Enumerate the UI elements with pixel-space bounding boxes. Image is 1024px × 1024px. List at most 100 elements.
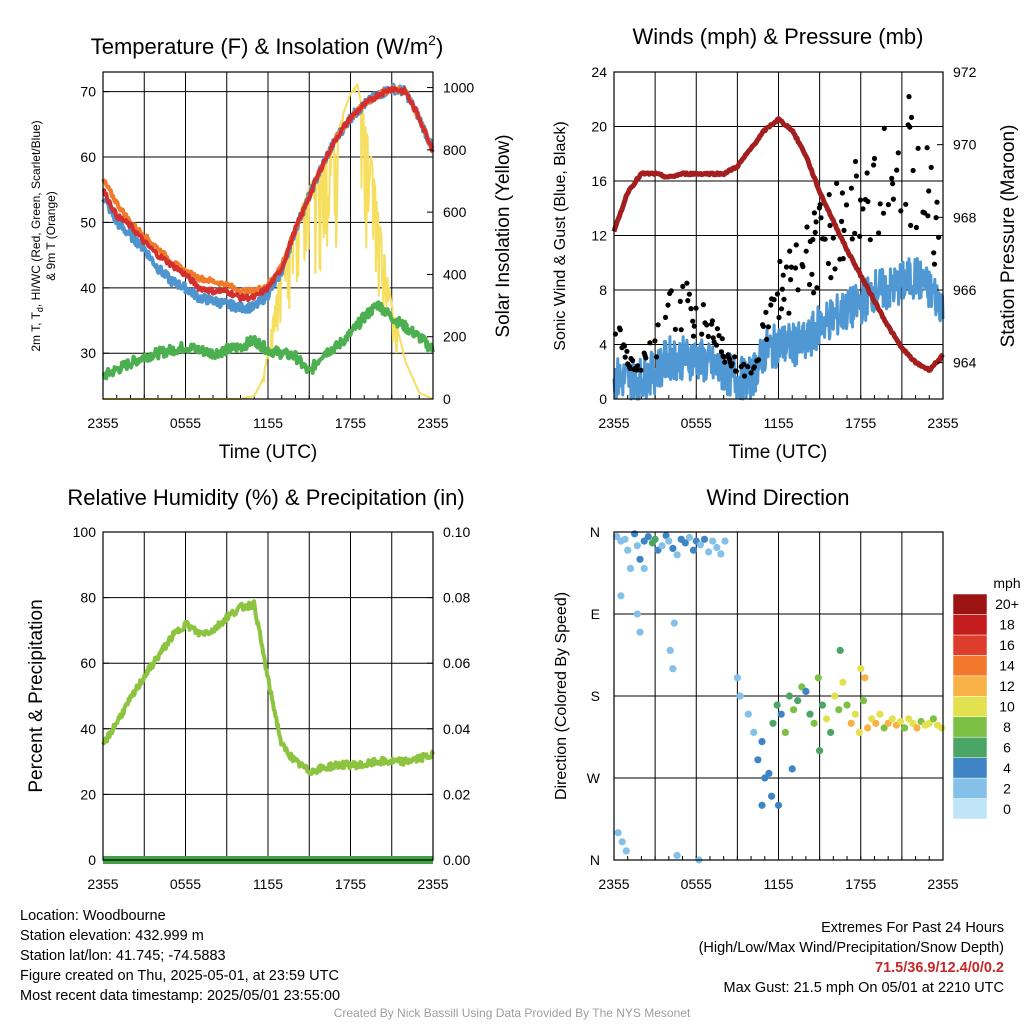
- max-gust: Max Gust: 21.5 mph On 05/01 at 2210 UTC: [723, 980, 1004, 996]
- gust-point: [721, 354, 727, 360]
- gust-point: [690, 318, 696, 324]
- gust-point: [688, 306, 694, 312]
- wind-direction-point: [621, 535, 629, 543]
- wind-direction-point: [622, 847, 630, 855]
- temperature-title: Temperature (F) & Insolation (W/m2): [91, 32, 444, 59]
- temp-y2tick: 0: [443, 391, 451, 407]
- gust-point: [729, 361, 735, 367]
- most-recent-timestamp: Most recent data timestamp: 2025/05/01 2…: [20, 988, 341, 1004]
- gust-point: [751, 364, 758, 370]
- temperature-xlabel: Time (UTC): [219, 442, 318, 463]
- wind-direction-point: [613, 533, 621, 541]
- colorbar-label: 6: [1003, 739, 1011, 755]
- wind-direction-point: [847, 719, 855, 727]
- gust-point: [677, 298, 683, 304]
- winds-y2tick: 970: [953, 137, 977, 153]
- gust-point: [691, 323, 697, 329]
- gust-point: [764, 336, 770, 342]
- gust-point: [924, 145, 930, 151]
- wind-direction-point: [721, 537, 729, 545]
- gust-point: [834, 180, 840, 186]
- gust-point: [881, 125, 887, 131]
- insolation-ylabel: Solar Insolation (Yellow): [493, 134, 514, 337]
- wind-direction-point: [818, 701, 827, 709]
- wind-direction-point: [617, 592, 625, 600]
- gust-point: [748, 370, 754, 376]
- gust-point: [818, 215, 824, 221]
- gust-point: [776, 314, 782, 321]
- wind-direction-point: [758, 801, 766, 809]
- wdir-xtick: 1755: [845, 876, 876, 892]
- wind-direction-point: [761, 774, 769, 782]
- colorbar-swatch: [952, 736, 988, 758]
- gust-point: [809, 271, 815, 277]
- wind-direction-point: [839, 678, 847, 686]
- gust-point: [655, 322, 661, 328]
- gust-point: [672, 326, 679, 332]
- wind-direction-point: [750, 728, 758, 737]
- wind-direction-point: [859, 697, 868, 705]
- colorbar-label: 18: [999, 617, 1015, 633]
- temperature-ylabel: 2m T, Td, HI/WC (Red, Green, Scarlet/Blu…: [29, 120, 45, 351]
- gust-point: [787, 248, 793, 254]
- wind-direction-point: [670, 619, 678, 627]
- rh-y2tick: 0.08: [443, 590, 470, 606]
- gust-point: [779, 286, 785, 292]
- wind-direction-point: [644, 533, 652, 541]
- wind-direction-point: [827, 728, 835, 737]
- winds-ytick: 24: [591, 64, 607, 80]
- winds-xtick: 1755: [845, 415, 876, 431]
- temp-xtick: 2355: [87, 415, 118, 431]
- wind-direction-point: [774, 801, 783, 809]
- wind-direction-point: [909, 719, 917, 727]
- station-elevation: Station elevation: 432.999 m: [20, 928, 204, 944]
- gust-point: [908, 222, 914, 228]
- gust-point: [822, 236, 828, 242]
- gust-point: [768, 302, 774, 308]
- rh-y2tick: 0.02: [443, 786, 470, 802]
- wdir-ytick: N: [590, 524, 600, 540]
- gust-point: [716, 333, 722, 339]
- wind-direction-point: [913, 724, 921, 732]
- gust-point: [793, 242, 799, 248]
- rh-ytick: 20: [80, 786, 96, 802]
- rh-xtick: 2355: [417, 876, 448, 892]
- winds-title: Winds (mph) & Pressure (mb): [633, 24, 924, 49]
- station-metadata: Location: Woodbourne Station elevation: …: [20, 906, 340, 1006]
- wdir-xtick: 2355: [598, 876, 629, 892]
- winds-ytick: 12: [591, 228, 607, 244]
- gust-point: [843, 202, 850, 208]
- gust-point: [895, 150, 901, 156]
- wind-direction-point: [736, 692, 744, 700]
- gust-point: [848, 185, 855, 191]
- gust-point: [849, 236, 855, 242]
- wind-direction-point: [802, 687, 810, 696]
- wind-direction-point: [662, 532, 670, 540]
- sonic-wind-line: [612, 257, 945, 401]
- wind-direction-point: [836, 646, 844, 655]
- humidity-line: [101, 599, 435, 776]
- credit-line: Created By Nick Bassill Using Data Provi…: [333, 1006, 691, 1020]
- rh-xtick: 1755: [335, 876, 366, 892]
- gust-point: [704, 322, 710, 328]
- colorbar-label: 14: [999, 658, 1015, 674]
- humidity-ylabel: Percent & Precipitation: [26, 599, 47, 792]
- winds-xtick: 2355: [598, 415, 629, 431]
- temp-y2tick: 600: [443, 204, 467, 220]
- rh-y2tick: 0.06: [443, 655, 470, 671]
- wind-direction-point: [861, 674, 869, 682]
- wind-direction-point: [733, 674, 742, 682]
- wind-direction-point: [872, 719, 880, 727]
- gust-point: [890, 196, 897, 202]
- wind-direction-point: [794, 697, 802, 705]
- gust-point: [786, 310, 792, 316]
- winds-ytick: 0: [599, 391, 607, 407]
- figure-created: Figure created on Thu, 2025-05-01, at 23…: [20, 968, 339, 984]
- temperature-panel: Temperature (F) & Insolation (W/m2) 2m T…: [29, 32, 514, 463]
- wind-direction-point: [758, 738, 766, 746]
- gust-point: [732, 354, 738, 360]
- gust-point: [709, 318, 716, 324]
- wind-direction-point: [901, 724, 909, 732]
- winds-xtick: 0555: [681, 415, 712, 431]
- gust-point: [652, 338, 658, 344]
